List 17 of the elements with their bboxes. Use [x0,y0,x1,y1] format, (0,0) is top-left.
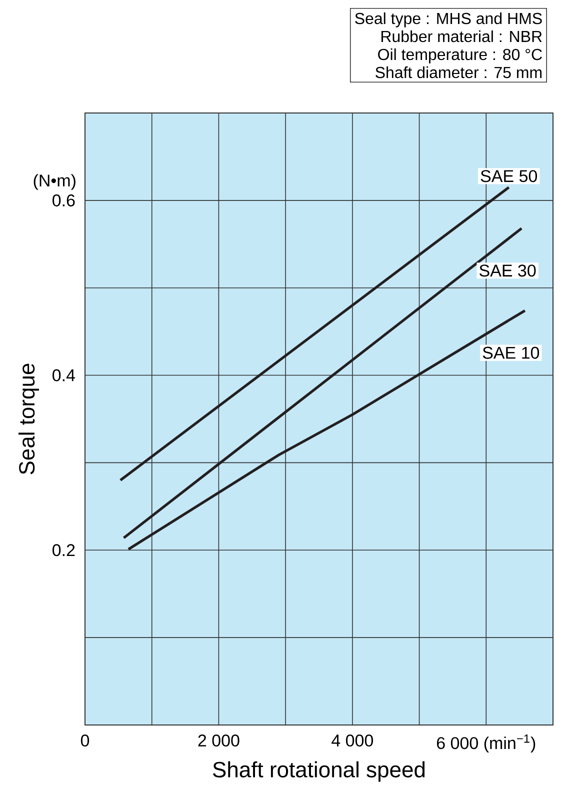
text: (N•m) [34,174,76,190]
text: Oil temperature : 80 °C [378,48,542,64]
y-axis-title: Seal torque [18,364,40,474]
series-label: SAE 50 [480,170,538,182]
series-label: SAE 30 [480,264,536,277]
x-tick-label: 2 000 [198,734,240,747]
text: Seal type : MHS and HMS [355,12,542,28]
x-tick-label: 6 000 (min$^{−1}$) [436,734,536,752]
x-axis-title: Shaft rotational speed [212,761,425,782]
y-tick-label: 0.4 [52,369,75,382]
text: Shaft diameter : 75 mm [376,66,542,78]
y-tick-label: 0.6 [52,194,75,206]
x-tick-label: 4 000 [332,734,374,747]
x-tick-label: 0 [80,734,90,747]
series-label: SAE 10 [482,346,540,359]
y-tick-label: 0.2 [52,544,75,556]
text: Rubber material : NBR [381,30,542,42]
